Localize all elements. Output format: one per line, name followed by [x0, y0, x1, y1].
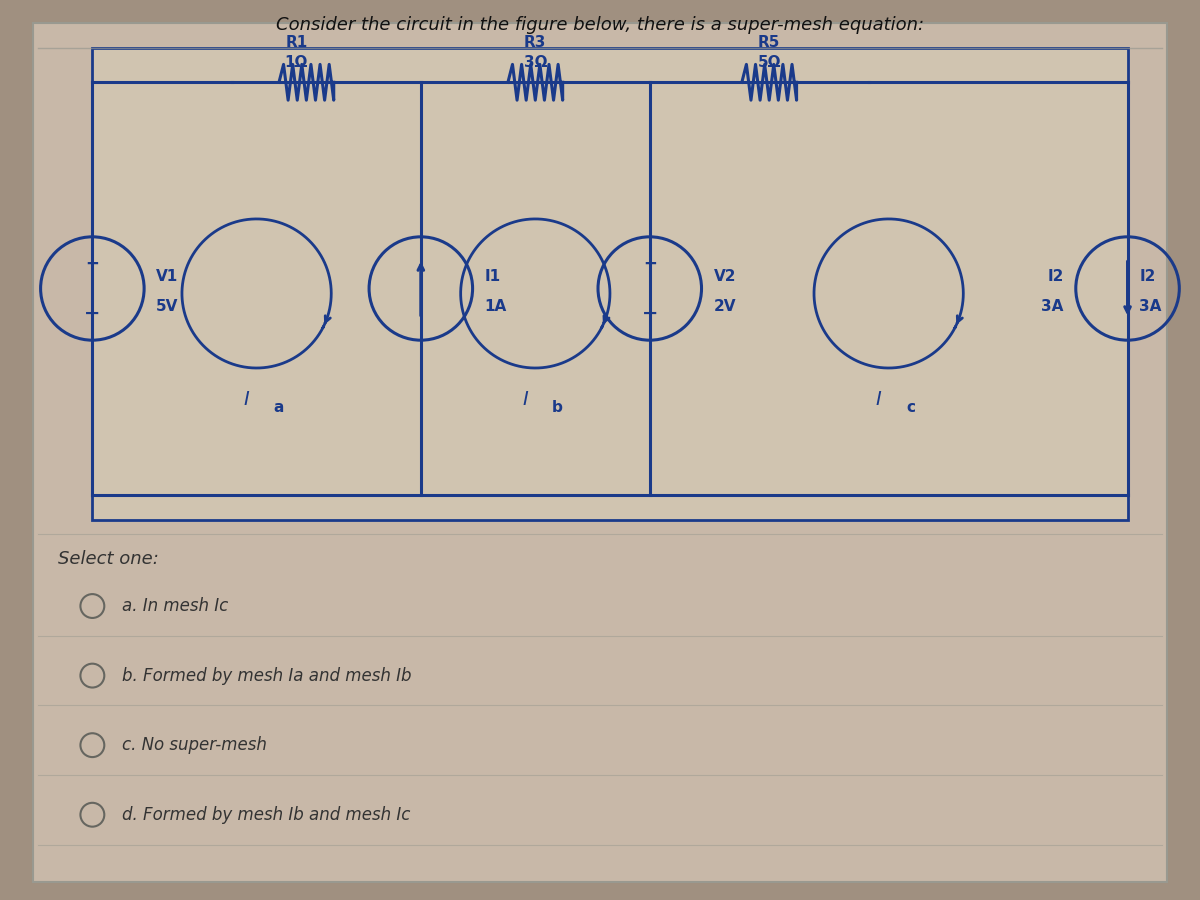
Text: $\mathit{I}$: $\mathit{I}$	[244, 390, 251, 409]
Text: $\mathit{I}$: $\mathit{I}$	[522, 390, 529, 409]
Text: 3Ω: 3Ω	[523, 56, 547, 70]
Text: b: b	[552, 400, 563, 415]
Text: +: +	[643, 255, 656, 273]
Text: Consider the circuit in the figure below, there is a super-mesh equation:: Consider the circuit in the figure below…	[276, 15, 924, 33]
Text: I2: I2	[1048, 269, 1064, 284]
Text: c. No super-mesh: c. No super-mesh	[122, 736, 268, 754]
Text: R5: R5	[758, 35, 780, 50]
Text: 2V: 2V	[714, 299, 736, 314]
Text: V2: V2	[714, 269, 736, 284]
Text: Select one:: Select one:	[58, 550, 158, 568]
Text: 5V: 5V	[156, 299, 179, 314]
Text: b. Formed by mesh Ia and mesh Ib: b. Formed by mesh Ia and mesh Ib	[122, 667, 412, 685]
Text: $\mathit{I}$: $\mathit{I}$	[875, 390, 882, 409]
Text: I2: I2	[1140, 269, 1156, 284]
FancyBboxPatch shape	[92, 48, 1128, 519]
Text: R3: R3	[524, 35, 546, 50]
Text: +: +	[85, 255, 100, 273]
Text: c: c	[906, 400, 916, 415]
Text: a. In mesh Ic: a. In mesh Ic	[122, 597, 228, 615]
Text: I1: I1	[485, 269, 500, 284]
Text: V1: V1	[156, 269, 179, 284]
Text: 1A: 1A	[485, 299, 506, 314]
Text: R1: R1	[286, 35, 307, 50]
Text: −: −	[642, 304, 658, 323]
Text: 5Ω: 5Ω	[757, 56, 781, 70]
Text: 3A: 3A	[1042, 299, 1064, 314]
Text: a: a	[274, 400, 283, 415]
Text: 1Ω: 1Ω	[284, 56, 308, 70]
FancyBboxPatch shape	[32, 22, 1168, 882]
Text: 3A: 3A	[1140, 299, 1162, 314]
Text: d. Formed by mesh Ib and mesh Ic: d. Formed by mesh Ib and mesh Ic	[122, 806, 410, 824]
Text: −: −	[84, 304, 101, 323]
